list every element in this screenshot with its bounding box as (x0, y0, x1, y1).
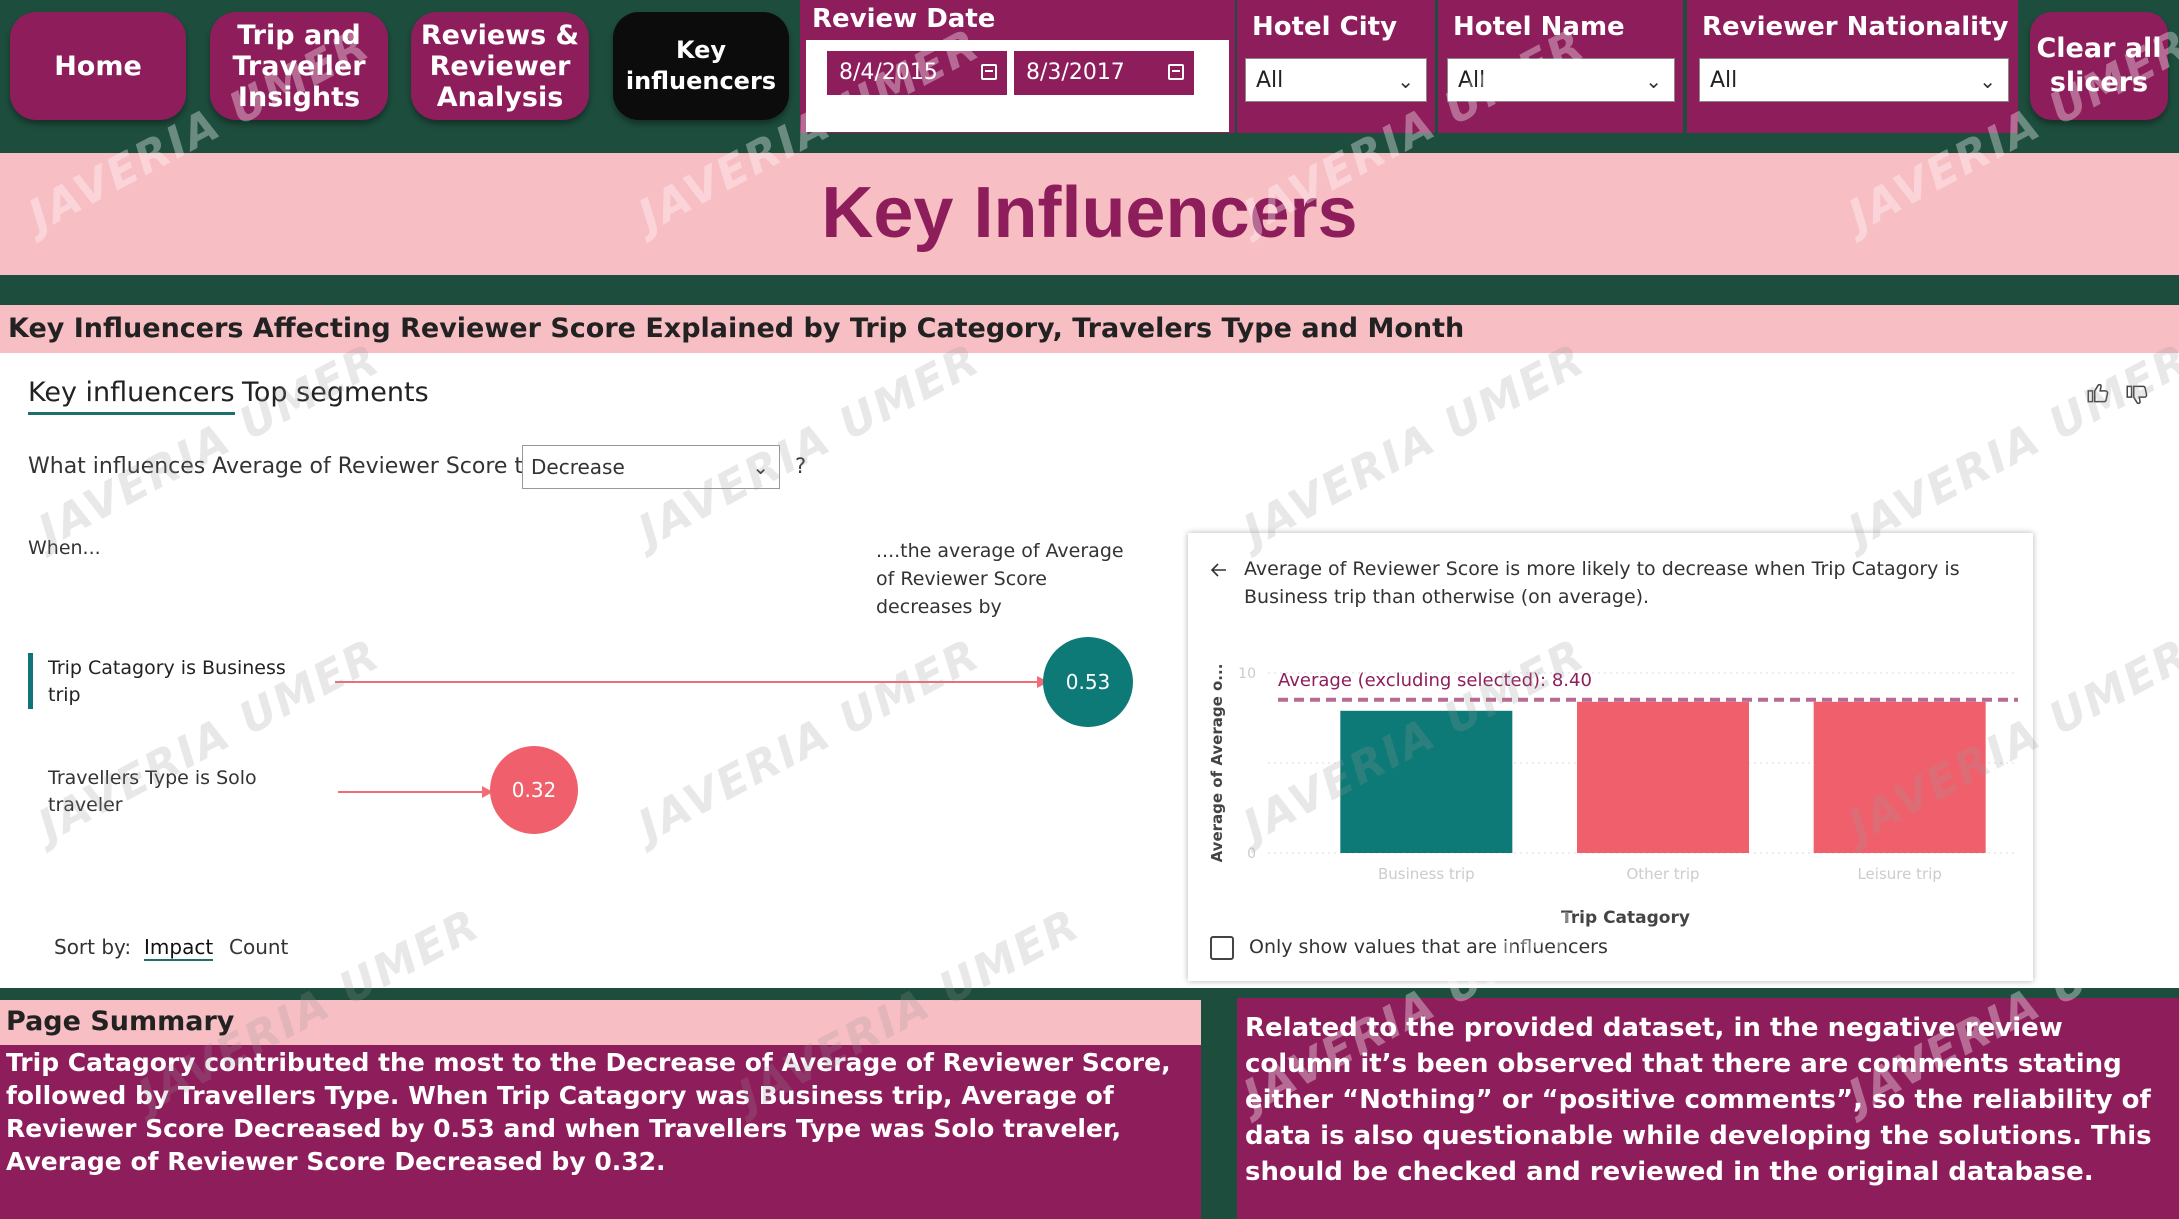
key-influencers-visual: Key Influencers Affecting Reviewer Score… (0, 305, 2179, 988)
start-date-value: 8/4/2015 (839, 60, 938, 85)
thumbs-down-icon[interactable] (2124, 382, 2150, 408)
influencer-detail-panel: Average of Reviewer Score is more likely… (1188, 533, 2033, 981)
tab-key-influencers[interactable]: Key influencers (28, 377, 235, 415)
visual-header (0, 305, 2179, 353)
end-date-input[interactable]: 8/3/2017 (1013, 50, 1195, 96)
detail-text: Average of Reviewer Score is more likely… (1244, 558, 1960, 608)
chevron-down-icon: ⌄ (1397, 69, 1414, 93)
title-banner (0, 153, 2179, 275)
end-date-value: 8/3/2017 (1026, 60, 1125, 85)
review-date-title: Review Date (812, 4, 996, 34)
y-tick-label: 0 (1247, 846, 1256, 862)
bar (1813, 701, 1986, 853)
x-tick-label: Business trip (1378, 865, 1475, 883)
page-summary-header: Page Summary (0, 1000, 1201, 1045)
calendar-icon (1168, 64, 1184, 80)
influencer-1-label[interactable]: Trip Catagory is Business trip (48, 657, 286, 706)
chevron-down-icon: ⌄ (752, 455, 769, 479)
result-label: ....the average of Average of Reviewer S… (876, 540, 1124, 618)
influencer-2-bubble[interactable]: 0.32 (490, 746, 578, 834)
influencers-only-checkbox[interactable] (1210, 936, 1234, 960)
reviewer-nationality-title: Reviewer Nationality (1702, 12, 2009, 42)
question-suffix: ? (795, 454, 807, 478)
hotel-name-dropdown[interactable]: All ⌄ (1447, 58, 1675, 102)
reviewer-nationality-dropdown[interactable]: All ⌄ (1699, 58, 2009, 102)
sort-count-option[interactable]: Count (229, 935, 289, 959)
chevron-down-icon: ⌄ (1979, 69, 1996, 93)
clear-all-slicers-button[interactable]: Clear all slicers (2030, 12, 2168, 120)
hotel-city-dropdown[interactable]: All ⌄ (1245, 58, 1427, 102)
thumbs-up-icon[interactable] (2085, 380, 2111, 406)
x-tick-label: Other trip (1626, 865, 1699, 883)
influencer-1-arrow (335, 676, 1049, 688)
influencer-2-label[interactable]: Travellers Type is Solo traveler (48, 767, 257, 816)
hotel-name-title: Hotel Name (1453, 12, 1625, 42)
chart-x-axis-title: Trip Catagory (1561, 908, 1690, 928)
data-note-box (1237, 998, 2179, 1219)
hotel-city-title: Hotel City (1252, 12, 1398, 42)
review-date-slicer: Review Date 8/4/2015 8/3/2017 (800, 0, 1235, 133)
average-reference-label: Average (excluding selected): 8.40 (1278, 670, 1592, 691)
tab-top-segments[interactable]: Top segments (242, 377, 429, 408)
trip-category-bar-chart: 0 10 Average of Average o... Business trip O… (1208, 664, 2018, 883)
influencer-2-arrow (338, 786, 493, 798)
visual-title: Key Influencers Affecting Reviewer Score… (8, 313, 1465, 344)
influence-direction-dropdown[interactable]: Decrease ⌄ (522, 445, 780, 489)
bar (1340, 710, 1513, 853)
nav-home-button[interactable]: Home (10, 12, 186, 120)
influencer-1-bubble[interactable]: 0.53 (1043, 637, 1133, 727)
selected-indicator (28, 653, 33, 709)
question-prefix: What influences Average of Reviewer Scor… (28, 454, 537, 479)
nav-trip-insights-button[interactable]: Trip and Traveller Insights (210, 12, 388, 120)
chart-y-axis-title: Average of Average o... (1208, 664, 1226, 863)
when-label: When... (28, 537, 101, 559)
reviewer-nationality-slicer: Reviewer Nationality All ⌄ (1687, 0, 2018, 133)
calendar-icon (981, 64, 997, 80)
data-note-text: Related to the provided dataset, in the … (1245, 1013, 2152, 1187)
hotel-name-slicer: Hotel Name All ⌄ (1438, 0, 1683, 133)
nav-reviews-analysis-button[interactable]: Reviews & Reviewer Analysis (411, 12, 589, 120)
y-tick-label: 10 (1238, 666, 1256, 682)
back-arrow-icon[interactable] (1210, 561, 1228, 579)
x-tick-label: Leisure trip (1857, 865, 1941, 883)
hotel-city-value: All (1256, 68, 1284, 93)
reviewer-nationality-value: All (1710, 68, 1738, 93)
influence-direction-value: Decrease (531, 455, 625, 479)
page-summary-title: Page Summary (6, 1006, 235, 1037)
sort-impact-option[interactable]: Impact (144, 935, 214, 961)
chevron-down-icon: ⌄ (1645, 69, 1662, 93)
bar (1577, 701, 1749, 853)
page-summary-text: Trip Catagory contributed the most to th… (6, 1048, 1171, 1176)
hotel-city-slicer: Hotel City All ⌄ (1237, 0, 1435, 133)
start-date-input[interactable]: 8/4/2015 (826, 50, 1008, 96)
page-title: Key Influencers (821, 173, 1358, 253)
nav-key-influencers-button[interactable]: Key influencers (613, 12, 789, 120)
hotel-name-value: All (1458, 68, 1486, 93)
sort-label: Sort by: (54, 935, 132, 959)
influencers-only-label: Only show values that are influencers (1249, 936, 1608, 958)
